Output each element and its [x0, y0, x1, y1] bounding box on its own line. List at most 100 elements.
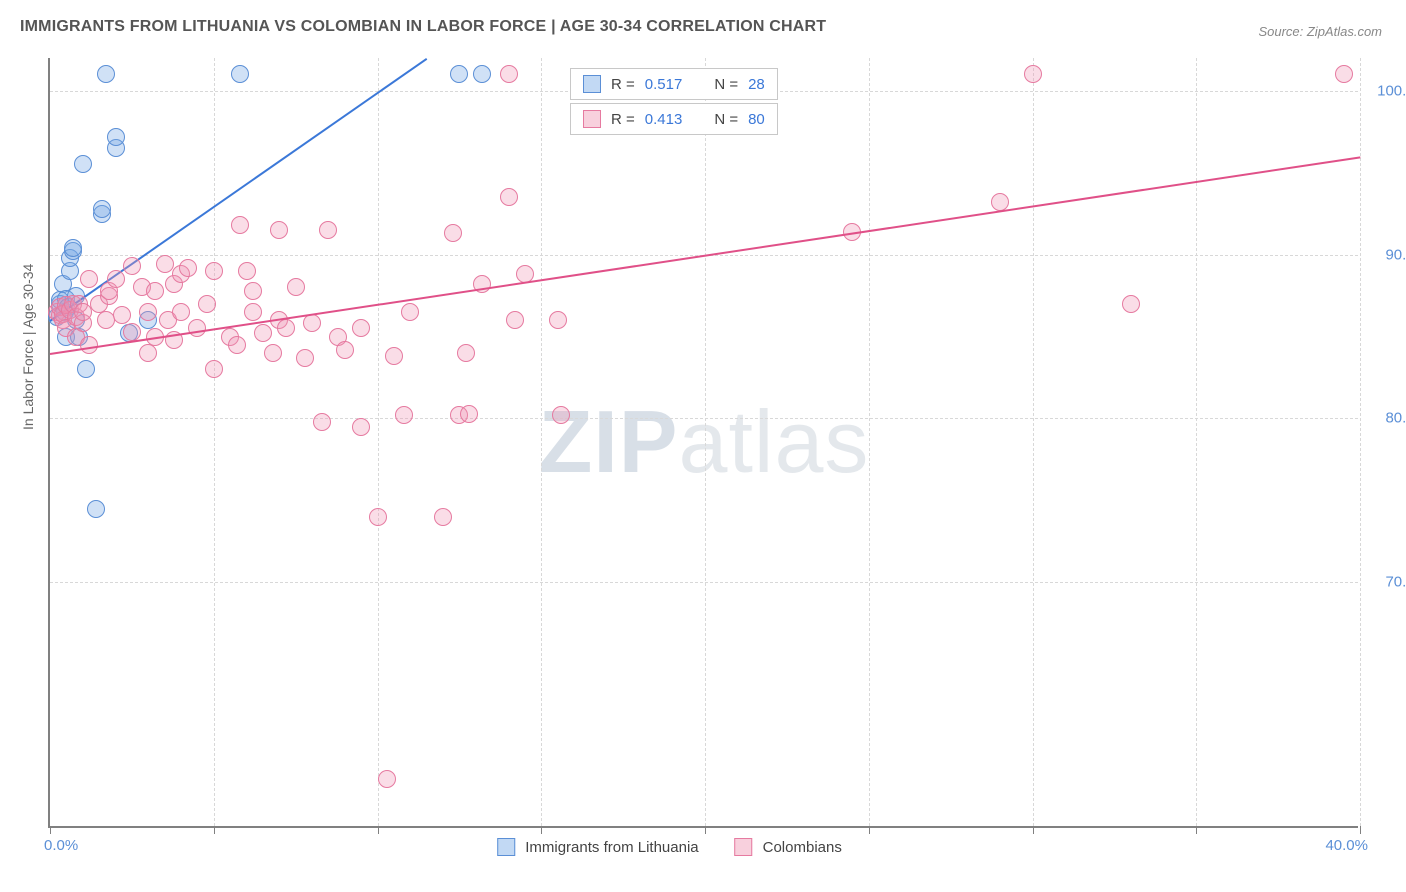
data-point [139, 303, 157, 321]
data-point [156, 255, 174, 273]
x-tick [869, 826, 870, 834]
data-point [264, 344, 282, 362]
legend-swatch [735, 838, 753, 856]
x-tick [214, 826, 215, 834]
data-point [93, 200, 111, 218]
chart-title: IMMIGRANTS FROM LITHUANIA VS COLOMBIAN I… [20, 18, 826, 36]
stat-box: R = 0.517 N = 28 [570, 68, 778, 100]
stat-n-value: 80 [748, 111, 765, 128]
gridline-vertical [869, 58, 870, 826]
stat-box: R =0.413N =80 [570, 103, 778, 135]
legend-swatch [583, 110, 601, 128]
gridline-horizontal [50, 582, 1358, 583]
stat-r-value: 0.413 [645, 111, 683, 128]
gridline-vertical [378, 58, 379, 826]
y-axis-label: In Labor Force | Age 30-34 [20, 264, 36, 430]
data-point [198, 295, 216, 313]
data-point [238, 262, 256, 280]
data-point [205, 360, 223, 378]
data-point [77, 360, 95, 378]
data-point [113, 306, 131, 324]
legend-label: Immigrants from Lithuania [525, 839, 698, 856]
data-point [270, 221, 288, 239]
data-point [473, 65, 491, 83]
watermark: ZIPatlas [539, 391, 870, 493]
data-point [80, 270, 98, 288]
data-point [500, 188, 518, 206]
gridline-vertical [1196, 58, 1197, 826]
gridline-vertical [1360, 58, 1361, 826]
x-tick [1033, 826, 1034, 834]
x-tick [1196, 826, 1197, 834]
data-point [460, 405, 478, 423]
stat-r-label: R = [611, 76, 635, 93]
data-point [277, 319, 295, 337]
data-point [244, 282, 262, 300]
data-point [1335, 65, 1353, 83]
data-point [395, 406, 413, 424]
x-tick [1360, 826, 1361, 834]
watermark-light: atlas [679, 392, 870, 491]
legend-swatch [497, 838, 515, 856]
data-point [352, 418, 370, 436]
data-point [74, 155, 92, 173]
stat-n-label: N = [714, 111, 738, 128]
data-point [64, 239, 82, 257]
x-tick-label-max: 40.0% [1325, 837, 1368, 854]
data-point [506, 311, 524, 329]
data-point [254, 324, 272, 342]
data-point [378, 770, 396, 788]
data-point [319, 221, 337, 239]
data-point [172, 303, 190, 321]
data-point [97, 65, 115, 83]
data-point [296, 349, 314, 367]
data-point [123, 323, 141, 341]
data-point [457, 344, 475, 362]
y-tick-label: 100.0% [1368, 82, 1406, 99]
stat-n-value: 28 [748, 76, 765, 93]
data-point [352, 319, 370, 337]
data-point [500, 65, 518, 83]
x-tick [50, 826, 51, 834]
data-point [123, 257, 141, 275]
data-point [401, 303, 419, 321]
plot-area: ZIPatlas 70.0%80.0%90.0%100.0%0.0%40.0%R… [48, 58, 1358, 828]
data-point [1122, 295, 1140, 313]
legend-item: Immigrants from Lithuania [497, 838, 698, 856]
data-point [434, 508, 452, 526]
stat-r-value: 0.517 [645, 76, 683, 93]
y-tick-label: 80.0% [1368, 410, 1406, 427]
data-point [74, 303, 92, 321]
data-point [231, 65, 249, 83]
legend-item: Colombians [735, 838, 842, 856]
data-point [107, 270, 125, 288]
data-point [369, 508, 387, 526]
data-point [549, 311, 567, 329]
data-point [552, 406, 570, 424]
data-point [303, 314, 321, 332]
data-point [80, 336, 98, 354]
gridline-vertical [214, 58, 215, 826]
data-point [450, 65, 468, 83]
data-point [146, 282, 164, 300]
gridline-vertical [541, 58, 542, 826]
data-point [97, 311, 115, 329]
data-point [107, 128, 125, 146]
data-point [244, 303, 262, 321]
data-point [444, 224, 462, 242]
data-point [87, 500, 105, 518]
data-point [385, 347, 403, 365]
data-point [179, 259, 197, 277]
gridline-vertical [1033, 58, 1034, 826]
x-tick [541, 826, 542, 834]
stat-n-label: N = [714, 76, 738, 93]
y-tick-label: 70.0% [1368, 574, 1406, 591]
data-point [231, 216, 249, 234]
x-tick [705, 826, 706, 834]
data-point [1024, 65, 1042, 83]
gridline-horizontal [50, 418, 1358, 419]
legend-label: Colombians [763, 839, 842, 856]
data-point [188, 319, 206, 337]
data-point [205, 262, 223, 280]
legend-swatch [583, 75, 601, 93]
